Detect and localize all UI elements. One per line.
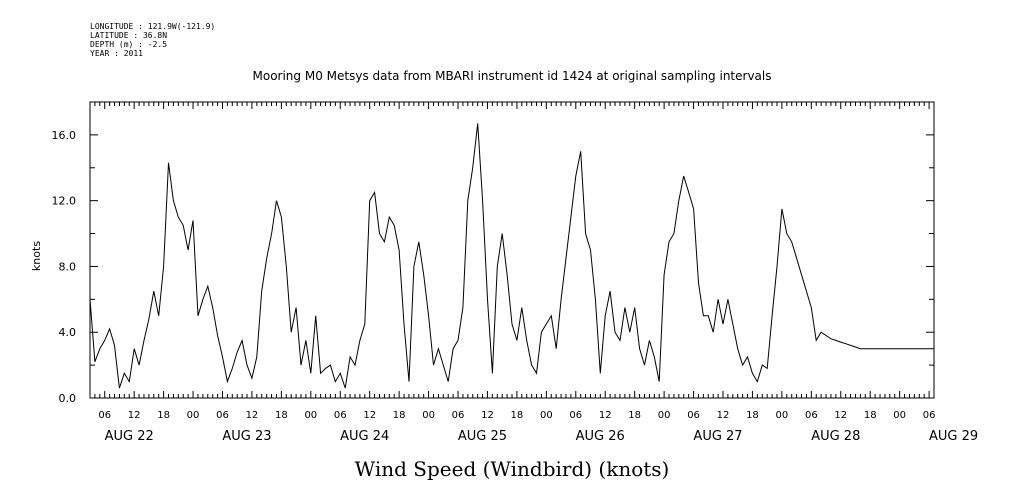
y-tick-label: 16.0 xyxy=(52,129,77,142)
x-hour-tick-label: 12 xyxy=(481,410,494,421)
x-hour-tick-label: 12 xyxy=(834,410,847,421)
x-hour-tick-label: 06 xyxy=(334,410,347,421)
x-hour-tick-label: 12 xyxy=(717,410,730,421)
x-hour-tick-label: 06 xyxy=(98,410,111,421)
x-day-label: AUG 28 xyxy=(811,429,860,444)
x-hour-tick-label: 00 xyxy=(658,410,671,421)
y-axis-label: knots xyxy=(30,241,43,271)
x-hour-tick-label: 00 xyxy=(304,410,317,421)
x-hour-tick-label: 18 xyxy=(511,410,524,421)
y-tick-label: 12.0 xyxy=(52,195,77,208)
x-hour-tick-label: 18 xyxy=(393,410,406,421)
x-hour-tick-label: 00 xyxy=(893,410,906,421)
chart-title: Mooring M0 Metsys data from MBARI instru… xyxy=(253,69,772,83)
metadata-block: LONGITUDE : 121.9W(-121.9) LATITUDE : 36… xyxy=(90,22,215,58)
x-hour-tick-label: 00 xyxy=(187,410,200,421)
x-day-label: AUG 22 xyxy=(105,429,154,444)
plot-frame xyxy=(89,101,935,399)
y-tick-label: 4.0 xyxy=(59,326,77,339)
x-hour-tick-label: 18 xyxy=(864,410,877,421)
x-day-label: AUG 23 xyxy=(222,429,271,444)
x-hour-tick-label: 12 xyxy=(246,410,259,421)
x-hour-tick-label: 12 xyxy=(363,410,376,421)
depth-text: DEPTH (m) : -2.5 xyxy=(90,40,168,49)
y-tick-label: 0.0 xyxy=(59,392,77,405)
x-day-label: AUG 25 xyxy=(458,429,507,444)
x-hour-tick-label: 18 xyxy=(746,410,759,421)
year-text: YEAR : 2011 xyxy=(90,49,143,58)
x-hour-tick-label: 00 xyxy=(540,410,553,421)
x-hour-tick-label: 18 xyxy=(275,410,288,421)
x-day-label: AUG 27 xyxy=(693,429,742,444)
x-hour-tick-label: 06 xyxy=(569,410,582,421)
x-day-label: AUG 29 xyxy=(929,429,978,444)
longitude-text: LONGITUDE : 121.9W(-121.9) xyxy=(90,22,216,31)
x-hour-tick-label: 06 xyxy=(452,410,465,421)
latitude-text: LATITUDE : 36.8N xyxy=(90,31,168,40)
wind-speed-series xyxy=(89,123,934,389)
x-axis-label: Wind Speed (Windbird) (knots) xyxy=(355,457,670,481)
x-hour-tick-label: 06 xyxy=(216,410,229,421)
x-hour-tick-label: 18 xyxy=(628,410,641,421)
x-day-label: AUG 26 xyxy=(576,429,625,444)
x-hour-tick-label: 12 xyxy=(599,410,612,421)
x-hour-tick-label: 00 xyxy=(776,410,789,421)
x-hour-tick-label: 12 xyxy=(128,410,141,421)
x-hour-tick-label: 00 xyxy=(422,410,435,421)
x-day-label: AUG 24 xyxy=(340,429,389,444)
x-hour-tick-label: 06 xyxy=(923,410,936,421)
y-tick-label: 8.0 xyxy=(59,260,77,273)
x-hour-tick-label: 06 xyxy=(687,410,700,421)
x-hour-tick-label: 18 xyxy=(157,410,170,421)
x-hour-tick-label: 06 xyxy=(805,410,818,421)
